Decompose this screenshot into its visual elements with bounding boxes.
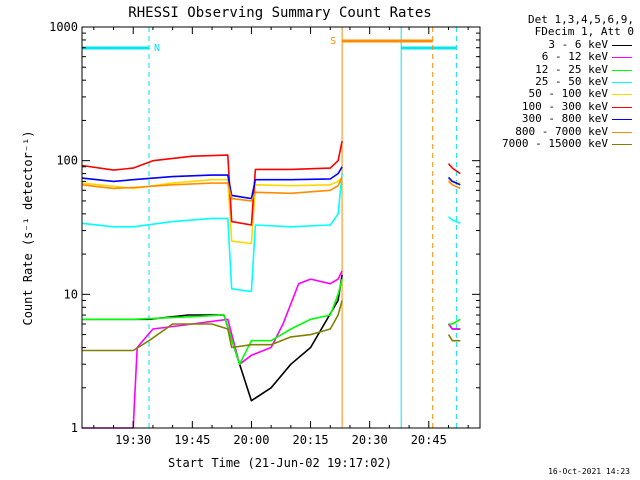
legend-entry-6-12-kev: 6 - 12 keV [484,50,634,64]
series-line-6-12-kev [82,270,343,429]
legend-swatch [612,131,632,133]
x-tick-label: 19:45 [174,433,210,447]
y-tick-label: 1 [71,421,78,435]
saa-label: S [330,36,336,47]
y-tick-label: 100 [56,154,78,168]
series-line-800-7000-kev [81,177,343,202]
legend-swatch [612,94,632,96]
x-tick-label: 20:00 [233,433,269,447]
legend-swatch [612,119,632,121]
night-label: N [154,43,160,54]
series-line-6-12-kev-after-saa [447,323,461,330]
legend-entry-12-25-kev: 12 - 25 keV [484,62,634,76]
series-line-25-50-kev-after-saa [447,216,461,225]
legend-entry-label: 300 - 800 keV [521,112,608,126]
legend-entry-label: 50 - 100 keV [528,87,608,101]
legend-swatch [612,143,632,145]
legend-entry-label: 800 - 7000 keV [515,124,608,138]
legend-swatch [612,44,632,46]
x-axis-label: Start Time (21-Jun-02 19:17:02) [168,456,392,470]
legend-header-line-1: Det 1,3,4,5,6,9, [528,13,634,26]
legend-header-line-2: FDecim 1, Att 0 [534,25,634,39]
x-tick-label: 20:45 [411,433,447,447]
legend-entry-50-100-kev: 50 - 100 keV [484,87,634,101]
legend-swatch [612,106,632,108]
legend-entry-label: 12 - 25 keV [535,62,608,76]
series-line-100-300-kev-after-saa [447,163,461,175]
series-line-300-800-kev-after-saa [447,176,461,186]
series-line-12-25-kev [82,278,343,366]
series-line-12-25-kev-after-saa [448,318,461,325]
x-tick-label: 20:15 [292,433,328,447]
legend-entry-100-300-kev: 100 - 300 keV [484,99,634,113]
legend-entry-label: 100 - 300 keV [521,99,608,113]
legend-entry-label: 3 - 6 keV [548,37,608,51]
legend-entry-label: 7000 - 15000 keV [502,136,608,150]
annotation-bands: NS [81,27,457,428]
series-line-3-6-kev [82,274,343,402]
axes: 19:30 19:45 20:00 20:15 20:30 20:45 1 10 100 1000 [49,20,480,447]
series-line-50-100-kev [81,176,343,245]
series-line-800-7000-kev-after-saa [447,180,461,190]
series-line-100-300-kev [81,140,343,226]
legend-entry-7000-15000-kev: 7000 - 15000 keV [484,136,634,150]
x-tick-label: 20:30 [352,433,388,447]
legend-entry-25-50-kev: 25 - 50 keV [484,74,634,88]
legend-entry-300-800-kev: 300 - 800 keV [484,112,634,126]
legend-entry-label: 6 - 12 keV [541,50,608,64]
legend: Det 1,3,4,5,6,9, FDecim 1, Att 0 3 - 6 k… [484,13,634,150]
y-tick-label: 1000 [49,20,78,34]
series-layer [81,140,461,429]
series-line-7000-15000-kev [82,300,343,352]
series-line-25-50-kev [81,173,343,293]
generation-timestamp: 16-Oct-2021 14:23 [548,467,630,476]
plot-frame [81,26,481,429]
y-tick-label: 10 [64,287,78,301]
legend-entry-3-6-kev: 3 - 6 keV [484,37,634,51]
series-line-7000-15000-kev-after-saa [447,334,461,342]
legend-swatch [612,81,632,83]
legend-entry-label: 25 - 50 keV [535,74,608,88]
legend-swatch [612,57,632,59]
legend-entry-800-7000-kev: 800 - 7000 keV [484,124,634,138]
chart-title: RHESSI Observing Summary Count Rates [128,5,431,21]
x-tick-label: 19:30 [115,433,151,447]
legend-swatch [612,69,632,71]
y-axis-label: Count Rate (s⁻¹ detector⁻¹) [21,130,35,325]
